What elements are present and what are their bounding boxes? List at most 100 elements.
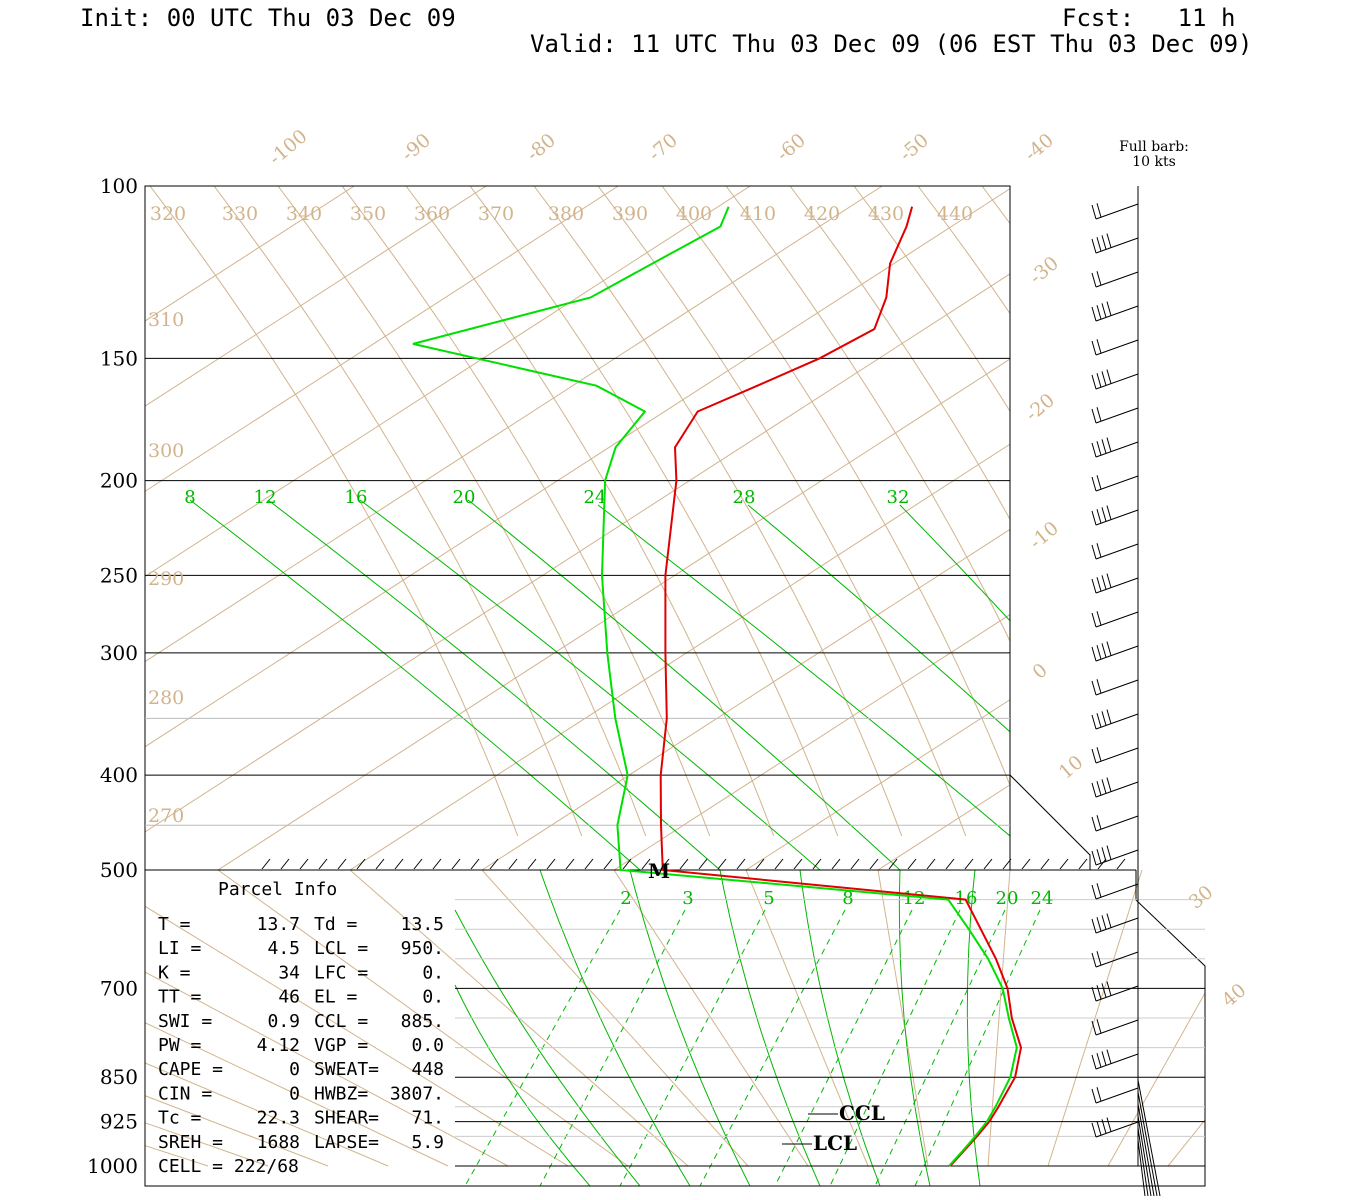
hatch-mark: [1078, 858, 1088, 870]
wind-barb: [1091, 611, 1139, 628]
parcel-field-name: VGP =: [314, 1035, 368, 1056]
parcel-field-name: CIN =: [158, 1083, 212, 1104]
pressure-grid: [144, 185, 1206, 1187]
barb-shaft: [1095, 509, 1139, 526]
isotherm: [145, 186, 751, 578]
barb-flag: [1091, 918, 1097, 934]
parcel-field-name: K =: [158, 962, 191, 983]
barb-shaft: [1095, 781, 1139, 798]
parcel-field-name: CCL =: [314, 1011, 368, 1032]
isotherm: [1142, 186, 1350, 870]
hatch-mark: [1059, 858, 1069, 870]
hatch-mark: [1021, 858, 1031, 870]
barb-flag: [1091, 1054, 1097, 1070]
parcel-field-value: 0.: [422, 962, 444, 983]
wind-barb: [1091, 747, 1139, 764]
hatch-mark: [318, 858, 328, 870]
moist-adiabat: [267, 499, 721, 870]
barb-flag: [1101, 983, 1107, 998]
barb-flag: [1096, 747, 1102, 762]
barb-flag: [1106, 301, 1112, 316]
barb-shaft: [1095, 1121, 1139, 1138]
moist-adiabat-lower: [454, 984, 591, 1186]
wind-barb: [1091, 437, 1139, 458]
hatch-mark: [280, 858, 290, 870]
moist-adiabat-lower: [799, 870, 881, 1186]
barb-shaft: [1095, 373, 1139, 390]
barb-flag: [1101, 1119, 1107, 1134]
barb-shaft: [1095, 951, 1139, 968]
barb-flag: [1101, 847, 1107, 862]
pressure-label-850: 850: [100, 1065, 138, 1089]
barb-flag: [1106, 845, 1112, 860]
barb-cluster: [1137, 1079, 1161, 1197]
pressure-label-500: 500: [100, 858, 138, 882]
parcel-field-value: 0.9: [267, 1011, 300, 1032]
wind-barb: [1091, 573, 1139, 594]
moist-adiabat-lower: [539, 870, 691, 1186]
barb-flag: [1096, 305, 1102, 320]
barb-flag: [1091, 578, 1097, 594]
barb-legend: Full barb: 10 kts: [1098, 140, 1210, 170]
isotherm: [613, 613, 1010, 870]
wind-barb: [1091, 271, 1139, 288]
pressure-label-250: 250: [100, 563, 138, 587]
barb-flag: [1091, 544, 1097, 560]
hatch-mark: [394, 858, 404, 870]
barb-flag: [1096, 509, 1102, 524]
hatch-mark: [983, 858, 993, 870]
wind-barb: [1091, 815, 1139, 832]
hatch-mark: [812, 858, 822, 870]
isotherm: [217, 870, 629, 1167]
barb-flag: [1091, 816, 1097, 832]
theta-label: 280: [148, 687, 184, 709]
dry-adiabat: [277, 186, 647, 836]
dewpoint-profile: [412, 206, 1018, 1167]
mixing-ratio-label: 12: [254, 487, 277, 508]
lower-frame: [144, 870, 1206, 1187]
theta-label: 430: [868, 203, 904, 225]
barb-shaft: [1095, 679, 1139, 696]
temperature-profile: [659, 206, 1023, 1167]
barb-flag: [1096, 815, 1102, 830]
wind-barbs: [1091, 186, 1161, 1197]
parcel-field-value: 5.9: [411, 1132, 444, 1153]
dry-adiabat: [149, 186, 519, 836]
mixing-ratio-label: 24: [584, 487, 607, 508]
dry-adiabat: [597, 186, 967, 836]
barb-flag: [1096, 1053, 1102, 1068]
hatch-mark: [337, 858, 347, 870]
theta-label: 300: [148, 440, 184, 462]
parcel-field-name: T =: [158, 914, 191, 935]
barb-flag: [1106, 369, 1112, 384]
barb-shaft: [1095, 543, 1139, 560]
dry-adiabat: [469, 186, 839, 836]
hatch-mark: [261, 858, 271, 870]
barb-flag: [1101, 507, 1107, 522]
barb-shaft: [1095, 305, 1139, 322]
barb-flag: [1091, 442, 1097, 458]
isotherm-label: -10: [1025, 517, 1063, 554]
barb-flag: [1091, 748, 1097, 764]
parcel-field-name: CELL = 222/68: [158, 1156, 299, 1177]
mixing-ratio-lines: [189, 499, 1041, 1186]
barb-cluster: [1137, 1103, 1155, 1197]
barb-shaft: [1095, 883, 1139, 900]
theta-label: 380: [548, 203, 584, 225]
valid-time: Valid: 11 UTC Thu 03 Dec 09 (06 EST Thu …: [530, 30, 1253, 58]
hatch-mark: [717, 858, 727, 870]
barb-flag: [1091, 238, 1097, 254]
barb-flag: [1091, 306, 1097, 322]
parcel-field-value: 34: [278, 962, 300, 983]
hatch-mark: [831, 858, 841, 870]
barb-flag: [1106, 1117, 1112, 1132]
hatch-mark: [508, 858, 518, 870]
isotherm: [877, 784, 1010, 870]
parcel-field-name: PW =: [158, 1035, 202, 1056]
isotherm: [145, 186, 355, 322]
isotherm-label: -100: [265, 125, 312, 169]
barb-flag: [1106, 573, 1112, 588]
theta-label: 290: [148, 568, 184, 590]
barb-flag: [1096, 543, 1102, 558]
isotherm: [1274, 186, 1350, 870]
